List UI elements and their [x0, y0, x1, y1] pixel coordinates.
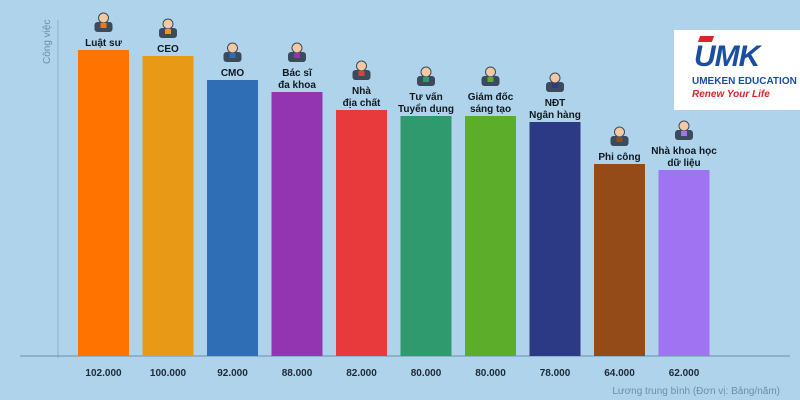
logo-name: UMEKEN EDUCATION — [692, 76, 797, 87]
pilot-icon-accent — [616, 137, 623, 142]
pilot-icon-head — [614, 126, 625, 138]
bar-3 — [207, 80, 258, 356]
value-label-8: 78.000 — [540, 368, 571, 379]
recruitment-team-icon-head — [420, 66, 432, 78]
category-label-10-2: dữ liệu — [667, 158, 700, 169]
category-label-2-1: CEO — [157, 44, 179, 55]
pilot-icon — [610, 126, 629, 146]
bar-4 — [271, 92, 323, 356]
geologist-icon — [352, 60, 371, 80]
category-label-5-2: địa chất — [343, 97, 381, 109]
creative-director-icon-accent — [487, 77, 494, 82]
category-label-8-1: NĐT — [545, 98, 566, 109]
recruitment-team-icon-accent — [423, 77, 429, 82]
geologist-icon-accent — [358, 71, 365, 76]
recruitment-team-icon — [417, 66, 435, 86]
value-label-2: 100.000 — [150, 368, 187, 379]
value-label-6: 80.000 — [411, 368, 442, 379]
category-label-6-2: Tuyển dụng — [398, 103, 454, 115]
logo-tagline: Renew Your Life — [692, 89, 770, 100]
value-label-3: 92.000 — [217, 368, 248, 379]
value-label-1: 102.000 — [85, 368, 122, 379]
businessman-icon-accent — [165, 29, 171, 34]
logo-mark-mk: MK — [714, 40, 761, 73]
category-label-8-2: Ngân hàng — [529, 110, 581, 121]
category-label-6-1: Tư vấn — [409, 91, 442, 103]
marketing-team-icon-head — [227, 42, 238, 54]
bank-icon — [546, 72, 564, 92]
value-label-5: 82.000 — [346, 368, 377, 379]
data-scientist-icon — [675, 120, 693, 140]
category-label-10-1: Nhà khoa học — [651, 146, 717, 157]
bar-7 — [465, 116, 516, 356]
businessman-icon-head — [162, 18, 174, 30]
doctor-icon-accent — [294, 53, 300, 58]
gavel-hand-icon-head — [98, 12, 109, 24]
bar-5 — [336, 110, 387, 356]
logo-mark: UMK — [694, 40, 761, 74]
bar-8 — [529, 122, 581, 356]
gavel-hand-icon-accent — [100, 23, 107, 28]
value-label-10: 62.000 — [669, 368, 700, 379]
creative-director-icon — [481, 66, 500, 86]
umeken-logo: UMK UMEKEN EDUCATION Renew Your Life — [674, 30, 800, 110]
doctor-icon — [288, 42, 306, 62]
category-label-7-2: sáng tạo — [470, 104, 511, 115]
value-label-9: 64.000 — [604, 368, 635, 379]
data-scientist-icon-accent — [681, 131, 687, 136]
geologist-icon-head — [356, 60, 367, 72]
bar-10 — [658, 170, 710, 356]
bar-6 — [400, 116, 452, 356]
businessman-icon — [159, 18, 177, 38]
bank-icon-accent — [552, 83, 558, 88]
bank-icon-head — [549, 72, 561, 84]
doctor-icon-head — [291, 42, 303, 54]
bar-2 — [142, 56, 194, 356]
y-axis-label: Công việc — [42, 20, 53, 64]
marketing-team-icon-accent — [229, 53, 236, 58]
category-label-4-2: đa khoa — [278, 80, 316, 91]
category-label-5-1: Nhà — [352, 86, 371, 97]
category-label-3-1: CMO — [221, 68, 245, 79]
logo-mark-u: U — [694, 40, 716, 73]
data-scientist-icon-head — [678, 120, 690, 132]
creative-director-icon-head — [485, 66, 496, 78]
value-label-7: 80.000 — [475, 368, 506, 379]
gavel-hand-icon — [94, 12, 113, 32]
bar-1 — [78, 50, 129, 356]
category-label-1-1: Luật sư — [85, 38, 122, 49]
bar-9 — [594, 164, 645, 356]
marketing-team-icon — [223, 42, 242, 62]
category-label-4-1: Bác sĩ — [282, 68, 313, 79]
value-label-4: 88.000 — [282, 368, 313, 379]
category-label-7-1: Giám đốc — [468, 91, 514, 103]
x-axis-label: Lương trung bình (Đơn vị: Bảng/năm) — [612, 386, 780, 397]
category-label-9-1: Phi công — [598, 152, 640, 163]
